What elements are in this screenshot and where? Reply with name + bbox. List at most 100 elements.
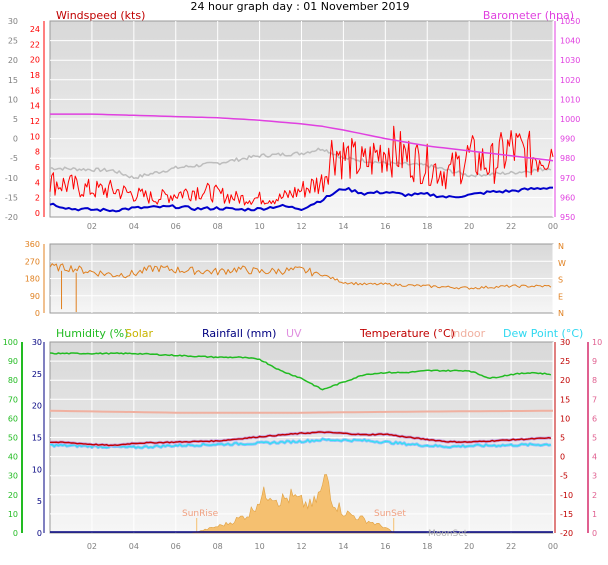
wind-inner-left-tick-label: 2 [35, 194, 40, 203]
temperature-outer-left-tick-label: 90 [8, 357, 18, 366]
temperature-right-tick-label: -5 [560, 472, 568, 481]
wind-outer-left-tick-label: 0 [13, 135, 18, 144]
moonset-label: MoonSet [428, 529, 468, 539]
temperature-panel: 1009080706050403020100302520151050302520… [3, 338, 602, 551]
temperature-right-tick-label: -15 [560, 510, 573, 519]
wind-outer-left-tick-label: 10 [8, 95, 18, 104]
wind-right-tick-label: 990 [560, 135, 575, 144]
wind-x-tick-label: 08 [213, 222, 223, 231]
temperature-inner-left-tick-label: 10 [32, 465, 42, 474]
wind-inner-left-tick-label: 14 [30, 102, 40, 111]
wind-outer-left-tick-label: 25 [8, 37, 18, 46]
temperature-x-tick-label: 10 [254, 542, 264, 551]
chart-title: 24 hour graph day : 01 November 2019 [190, 0, 409, 13]
indoor-series-line [49, 409, 553, 414]
wind-x-tick-label: 06 [171, 222, 181, 231]
wind-x-tick-label: 20 [464, 222, 474, 231]
barometer-trend-trace [49, 147, 552, 180]
temperature-outer-right-tick-label: 1 [592, 510, 597, 519]
sunrise-label: SunRise [182, 509, 219, 519]
temperature-x-tick-label: 12 [296, 542, 306, 551]
temperature-outer-right-tick-label: 0 [592, 529, 597, 538]
temperature-x-tick-label: 16 [380, 542, 390, 551]
wind-x-tick-label: 10 [254, 222, 264, 231]
wind-outer-left-tick-label: 20 [8, 56, 18, 65]
direction-left-tick-label: 360 [25, 240, 40, 249]
temperature-x-tick-label: 06 [171, 542, 181, 551]
temperature-right-tick-label: 0 [560, 453, 565, 462]
wind-right-tick-label: 980 [560, 154, 575, 163]
wind-inner-left-tick-label: 24 [30, 25, 40, 34]
wind-average-series-line [49, 186, 553, 213]
wind-outer-left-tick-label: -20 [5, 213, 18, 222]
temperature-inner-left-tick-label: 25 [32, 370, 42, 379]
wind-outer-left-tick-label: 5 [13, 115, 18, 124]
wind-inner-left-tick-label: 22 [30, 40, 40, 49]
wind-inner-left-tick-label: 4 [35, 178, 40, 187]
legend-rainfall: Rainfall (mm) [202, 327, 276, 340]
temperature-outer-left-tick-label: 30 [8, 472, 18, 481]
wind-outer-left-tick-label: 15 [8, 76, 18, 85]
wind-inner-left-tick-label: 20 [30, 56, 40, 65]
wind-inner-left-tick-label: 16 [30, 86, 40, 95]
temperature-inner-left-tick-label: 5 [37, 497, 42, 506]
wind-right-tick-label: 1000 [560, 115, 580, 124]
temperature-right-tick-label: 10 [560, 414, 570, 423]
temperature-outer-left-tick-label: 10 [8, 510, 18, 519]
temperature-outer-right-tick-label: 10 [592, 338, 602, 347]
solar-area [192, 474, 395, 534]
direction-right-tick-label: N [558, 242, 564, 251]
wind-x-tick-label: 14 [338, 222, 348, 231]
sunset-label: SunSet [374, 509, 406, 519]
legend-indoor: Indoor [450, 327, 486, 340]
dew-point-series-line [49, 438, 552, 449]
windspeed-series-line [49, 125, 554, 206]
wind-inner-left-tick-label: 6 [35, 163, 40, 172]
direction-right-tick-label: W [558, 259, 566, 268]
wind-inner-left-tick-label: 12 [30, 117, 40, 126]
wind-right-tick-label: 970 [560, 174, 575, 183]
temperature-outer-left-tick-label: 80 [8, 376, 18, 385]
wind-inner-left-tick-label: 18 [30, 71, 40, 80]
temperature-legend: Humidity (%) Solar Rainfall (mm) UV Temp… [56, 327, 583, 340]
wind-inner-left-tick-label: 10 [30, 132, 40, 141]
wind-right-tick-label: 1050 [560, 17, 580, 26]
temperature-outer-right-tick-label: 9 [592, 357, 597, 366]
temperature-x-tick-label: 00 [548, 542, 558, 551]
wind-right-tick-label: 1020 [560, 76, 580, 85]
temperature-outer-right-tick-label: 4 [592, 453, 597, 462]
wind-x-tick-label: 16 [380, 222, 390, 231]
wind-left-label: Windspeed (kts) [56, 9, 145, 22]
wind-panel: 302520151050-5-10-15-2024222018161412108… [5, 17, 580, 231]
wind-x-tick-label: 02 [87, 222, 97, 231]
temperature-outer-right-tick-label: 8 [592, 376, 597, 385]
direction-left-tick-label: 0 [35, 309, 40, 318]
temperature-inner-left-tick-label: 30 [32, 338, 42, 347]
humidity-series-line [49, 352, 552, 391]
wind-outer-left-tick-label: -5 [10, 154, 18, 163]
temperature-inner-left-tick-label: 0 [37, 529, 42, 538]
legend-dew-point: Dew Point (°C) [503, 327, 583, 340]
temperature-inner-left-tick-label: 15 [32, 434, 42, 443]
temperature-outer-right-tick-label: 7 [592, 395, 597, 404]
temperature-outer-right-tick-label: 2 [592, 491, 597, 500]
temperature-x-tick-label: 20 [464, 542, 474, 551]
direction-right-tick-label: S [558, 276, 563, 285]
wind-x-tick-label: 18 [422, 222, 432, 231]
wind-right-tick-label: 950 [560, 213, 575, 222]
temperature-inner-left-tick-label: 20 [32, 402, 42, 411]
wind-outer-left-tick-label: -15 [5, 193, 18, 202]
wind-inner-left-tick-label: 8 [35, 148, 40, 157]
wind-x-tick-label: 00 [548, 222, 558, 231]
temperature-right-tick-label: 30 [560, 338, 570, 347]
direction-right-tick-label: E [558, 292, 563, 301]
temperature-right-tick-label: 15 [560, 395, 570, 404]
temperature-right-tick-label: -10 [560, 491, 573, 500]
temperature-x-tick-label: 14 [338, 542, 348, 551]
temperature-outer-left-tick-label: 20 [8, 491, 18, 500]
direction-left-tick-label: 270 [25, 257, 40, 266]
temperature-right-tick-label: 25 [560, 357, 570, 366]
